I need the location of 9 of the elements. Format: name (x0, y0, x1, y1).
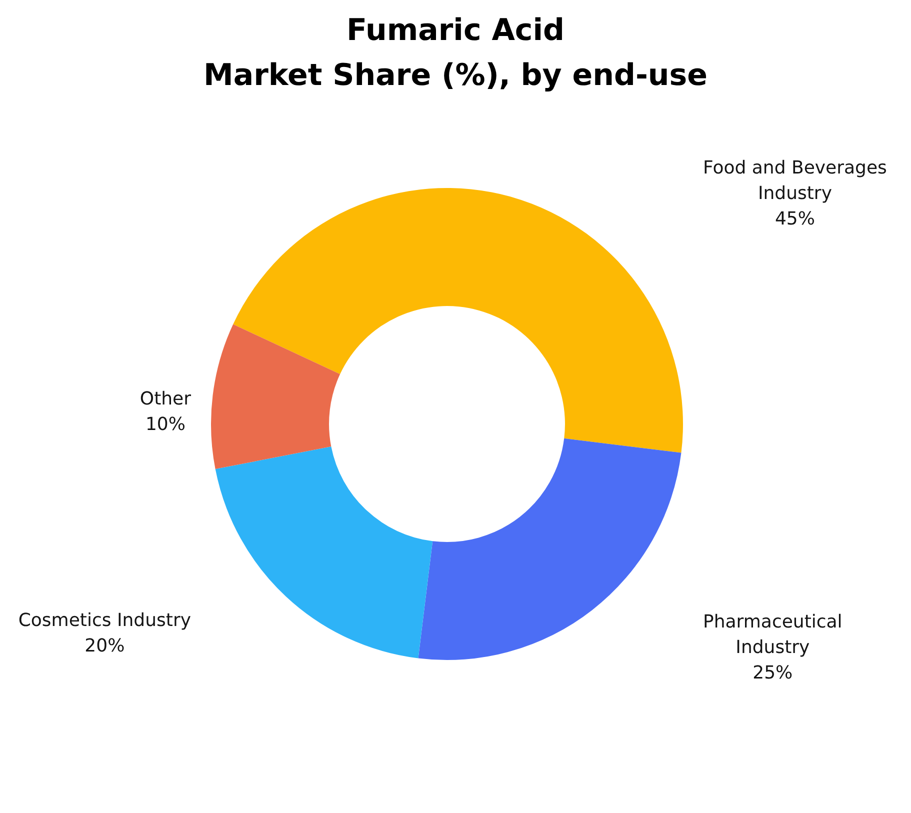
data-label: 20% (84, 635, 125, 656)
data-label: 10% (145, 414, 186, 435)
data-label: 25% (752, 662, 793, 684)
chart-title: Fumaric Acid Market Share (%), by end-use (202, 12, 708, 95)
slice-label: Pharmaceutical Industry (702, 612, 842, 658)
slice-label: Other (140, 388, 192, 410)
slice-label: Food and Beverages Industry (702, 158, 887, 204)
slice-label: Cosmetics Industry (18, 610, 192, 631)
data-label: 45% (774, 208, 815, 230)
